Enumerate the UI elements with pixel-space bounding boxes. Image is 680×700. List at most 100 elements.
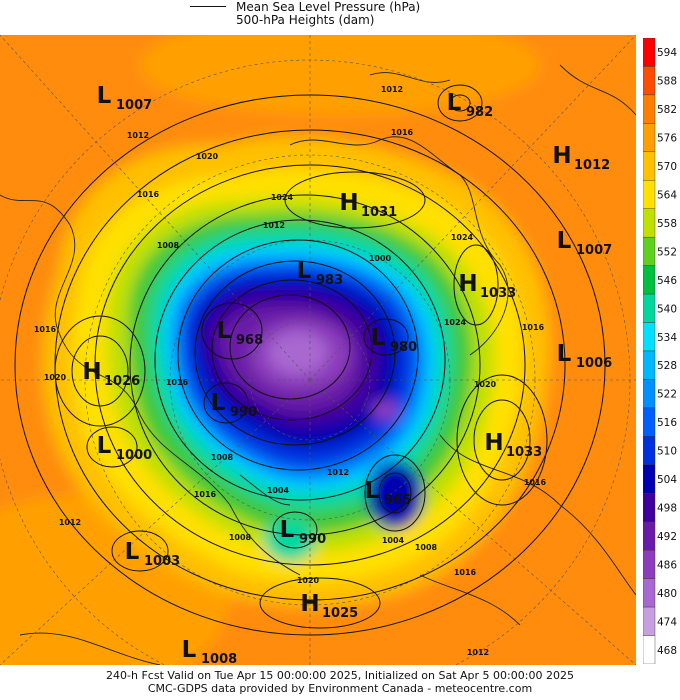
- colorbar-swatch-504: [643, 464, 656, 494]
- legend-heights-label: 500-hPa Heights (dam): [236, 12, 375, 27]
- colorbar-label-558: 558: [657, 218, 677, 230]
- colorbar-label-474: 474: [657, 616, 677, 628]
- isobar-label: 1008: [415, 543, 438, 552]
- high-pressure-center: H 1031: [339, 190, 397, 220]
- forecast-validity-line: 240-h Fcst Valid on Tue Apr 15 00:00:00 …: [106, 669, 574, 682]
- high-pressure-center: H 1033: [484, 430, 542, 460]
- isobar-label: 1024: [444, 318, 467, 327]
- isobar-label: 1000: [369, 254, 392, 263]
- low-pressure-center: L 990: [280, 517, 326, 547]
- height-colorbar: 594 588 582 576 570 564 558 552 546 540 534 528 522 5…: [643, 38, 677, 664]
- colorbar-swatch-480: [643, 578, 656, 608]
- pressure-center-value: 982: [466, 105, 493, 120]
- colorbar-swatch-528: [643, 350, 656, 380]
- pressure-center-letter: L: [97, 433, 112, 459]
- pressure-center-value: 983: [316, 273, 343, 288]
- colorbar-label-480: 480: [657, 588, 677, 600]
- colorbar-swatch-552: [643, 236, 656, 266]
- colorbar-label-570: 570: [657, 161, 677, 173]
- colorbar-swatch-576: [643, 123, 656, 153]
- colorbar-label-540: 540: [657, 303, 677, 315]
- pressure-center-letter: L: [365, 478, 380, 504]
- colorbar-label-564: 564: [657, 190, 677, 202]
- isobar-label: 1020: [297, 576, 320, 585]
- low-pressure-center: L 1000: [97, 433, 153, 463]
- pressure-center-letter: L: [371, 325, 386, 351]
- isobar-label: 1016: [166, 378, 189, 387]
- pressure-center-value: 1031: [361, 205, 397, 220]
- high-pressure-center: H 1025: [300, 591, 358, 621]
- pressure-center-letter: H: [458, 271, 477, 297]
- colorbar-swatch-510: [643, 436, 656, 466]
- pressure-center-value: 1007: [116, 98, 152, 113]
- isobar-label: 1016: [137, 190, 160, 199]
- colorbar-label-504: 504: [657, 474, 677, 486]
- isobar-label: 1012: [59, 518, 81, 527]
- isobar-label: 1016: [34, 325, 57, 334]
- colorbar-label-528: 528: [657, 360, 677, 372]
- colorbar-label-486: 486: [657, 559, 677, 571]
- pressure-center-letter: H: [484, 430, 503, 456]
- isobar-label: 1016: [522, 323, 545, 332]
- colorbar-label-534: 534: [657, 332, 677, 344]
- colorbar-swatch-516: [643, 407, 656, 437]
- low-pressure-center: L 983: [297, 258, 343, 288]
- pressure-center-letter: L: [280, 517, 295, 543]
- colorbar-swatch-570: [643, 151, 656, 181]
- isobar-label: 1016: [454, 568, 477, 577]
- high-pressure-center: H 1026: [82, 359, 140, 389]
- colorbar-swatch-546: [643, 265, 656, 295]
- pressure-center-letter: H: [300, 591, 319, 617]
- colorbar-swatch-486: [643, 549, 656, 579]
- pressure-center-letter: H: [82, 359, 101, 385]
- isobar-label: 1016: [391, 128, 414, 137]
- colorbar-swatch-522: [643, 379, 656, 409]
- pressure-center-value: 1003: [144, 554, 180, 569]
- colorbar-swatch-558: [643, 208, 656, 238]
- pressure-center-value: 990: [230, 405, 257, 420]
- isobar-label: 1004: [382, 536, 405, 545]
- pressure-center-value: 1006: [576, 356, 612, 371]
- pressure-center-value: 968: [236, 333, 263, 348]
- legend-line-swatch: [190, 6, 226, 7]
- colorbar-label-576: 576: [657, 133, 677, 145]
- low-pressure-center: L 965: [365, 478, 411, 508]
- pressure-center-letter: L: [217, 318, 232, 344]
- low-pressure-center: L 982: [447, 90, 493, 120]
- pressure-center-value: 1007: [576, 243, 612, 258]
- legend-heights: 500-hPa Heights (dam): [190, 12, 450, 27]
- latitude-longitude-grid: [0, 35, 636, 665]
- colorbar-swatch-468: [643, 635, 656, 664]
- colorbar-swatch-540: [643, 293, 656, 323]
- isobar-label: 1012: [327, 468, 349, 477]
- low-pressure-center: L 968: [217, 318, 263, 348]
- pressure-center-value: 1026: [104, 374, 140, 389]
- pressure-center-value: 1033: [506, 445, 542, 460]
- isobar-label: 1016: [524, 478, 547, 487]
- isobar-label-layer: 1012 1016 1020 1012 1016 1024 1012 1008 1000 1024…: [34, 85, 547, 657]
- isobar-label: 1012: [263, 221, 285, 230]
- colorbar-label-492: 492: [657, 531, 677, 543]
- legend-mslp-label: Mean Sea Level Pressure (hPa): [236, 0, 421, 14]
- pressure-center-letter: L: [557, 228, 572, 254]
- colorbar-label-594: 594: [657, 47, 677, 59]
- isobar-label: 1020: [196, 152, 219, 161]
- isobar-label: 1020: [44, 373, 67, 382]
- colorbar-label-522: 522: [657, 389, 677, 401]
- pressure-center-letter: L: [447, 90, 462, 116]
- colorbar-swatch-534: [643, 322, 656, 352]
- isobar-label: 1004: [267, 486, 290, 495]
- isobar-label: 1012: [381, 85, 403, 94]
- legend-mslp: Mean Sea Level Pressure (hPa): [190, 0, 450, 14]
- data-credit-line: CMC-GDPS data provided by Environment Ca…: [147, 682, 533, 695]
- colorbar-label-510: 510: [657, 446, 677, 458]
- colorbar-label-516: 516: [657, 417, 677, 429]
- pressure-center-letter: L: [182, 637, 197, 663]
- colorbar-label-582: 582: [657, 104, 677, 116]
- colorbar-swatch-492: [643, 521, 656, 551]
- isobar-label: 1008: [157, 241, 180, 250]
- high-pressure-center: H 1033: [458, 271, 516, 301]
- colorbar-label-498: 498: [657, 503, 677, 515]
- pressure-center-letter: L: [97, 83, 112, 109]
